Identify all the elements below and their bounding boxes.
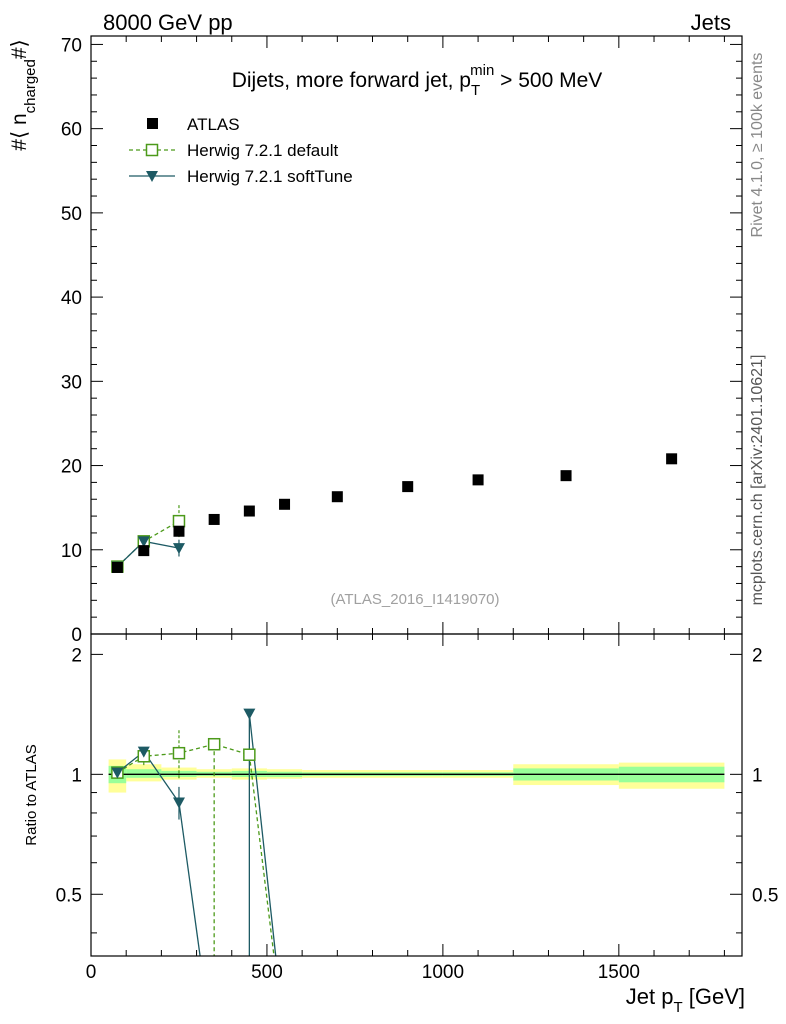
ratio-y-tick-label-right: 0.5 [752, 885, 778, 906]
legend-entry-herwig-default: Herwig 7.2.1 default [129, 141, 338, 160]
header-jets-label: Jets [691, 10, 731, 35]
legend-marker-herwig-default [145, 143, 159, 157]
data-point-atlas [331, 491, 343, 503]
x-tick-label: 1500 [598, 962, 640, 983]
ratio-point-herwig-default [172, 746, 186, 760]
ratio-plot-frame [90, 633, 743, 957]
y-tick-label: 70 [61, 35, 82, 56]
legend-label-herwig-softtune: Herwig 7.2.1 softTune [187, 167, 353, 186]
data-point-atlas [666, 453, 678, 465]
ratio-point-herwig-default [207, 737, 221, 751]
mcplots-side-label: mcplots.cern.ch [arXiv:2401.10621] [749, 355, 766, 606]
rivet-side-label: Rivet 4.1.0, ≥ 100k events [749, 53, 766, 238]
y-tick-label: 30 [61, 372, 82, 393]
legend-marker-herwig-softtune [146, 171, 158, 182]
chart-title: Dijets, more forward jet, pTmin > 500 Me… [232, 62, 603, 99]
y-tick-label: 20 [61, 457, 82, 478]
main-y-axis-label: #⟨ ncharged#⟩ [8, 39, 39, 150]
data-point-atlas [138, 545, 150, 557]
ratio-y-tick-label: 2 [71, 645, 82, 666]
data-point-atlas [560, 470, 572, 482]
ratio-plot-content [108, 708, 725, 957]
ratio-y-tick-label: 0.5 [56, 885, 82, 906]
ratio-band-green [126, 769, 162, 778]
main-plot-axes: 0 10 20 30 40 50 60 70 [61, 35, 742, 646]
legend: ATLAS Herwig 7.2.1 default Herwig 7.2.1 … [129, 115, 353, 186]
x-axis-label: Jet pT [GeV] [626, 984, 745, 1016]
data-point-atlas [173, 525, 185, 537]
ratio-y-tick-label: 1 [71, 765, 82, 786]
analysis-watermark: (ATLAS_2016_I1419070) [330, 591, 499, 608]
legend-label-atlas: ATLAS [187, 115, 240, 134]
data-point-herwig-default [172, 514, 186, 528]
data-point-atlas [243, 505, 255, 517]
y-tick-label: 60 [61, 120, 82, 141]
ratio-drop-herwig-default [248, 754, 275, 957]
ratio-point-herwig-softtune [172, 797, 185, 809]
data-point-atlas [279, 498, 291, 510]
y-tick-label: 10 [61, 541, 82, 562]
ratio-point-herwig-softtune [111, 767, 124, 779]
ratio-y-axis-label: Ratio to ATLAS [23, 744, 40, 845]
ratio-plot-axes: 0 500 1000 1500 0.5 0.5 1 1 2 2 [56, 634, 778, 983]
x-tick-label: 500 [251, 962, 283, 983]
legend-entry-atlas: ATLAS [147, 115, 240, 134]
data-point-atlas [402, 481, 414, 493]
data-point-atlas [472, 474, 484, 486]
y-tick-label: 0 [71, 625, 82, 646]
data-point-herwig-softtune [172, 543, 185, 555]
legend-marker-atlas [147, 118, 158, 129]
x-tick-label: 1000 [422, 962, 464, 983]
header-collision-label: 8000 GeV pp [103, 10, 233, 35]
y-tick-label: 40 [61, 288, 82, 309]
ratio-point-herwig-softtune [243, 708, 256, 720]
ratio-point-herwig-softtune [137, 746, 150, 758]
main-plot-panel: 0 10 20 30 40 50 60 70 Dijets, more forward jet… [8, 35, 743, 646]
legend-entry-herwig-softtune: Herwig 7.2.1 softTune [129, 167, 353, 186]
main-plot-content [111, 453, 678, 573]
ratio-point-herwig-default [243, 748, 256, 761]
ratio-drop-herwig-softtune [178, 802, 201, 957]
ratio-y-tick-label-right: 1 [752, 765, 763, 786]
x-tick-label: 0 [86, 962, 97, 983]
y-tick-label: 50 [61, 204, 82, 225]
data-point-atlas [208, 513, 220, 525]
data-point-atlas [111, 561, 123, 573]
data-point-herwig-softtune [137, 536, 150, 548]
ratio-y-tick-label-right: 2 [752, 645, 763, 666]
ratio-plot-panel: 0 500 1000 1500 0.5 0.5 1 1 2 2 Ratio to ATLAS Je… [23, 633, 778, 1016]
legend-label-herwig-default: Herwig 7.2.1 default [187, 141, 338, 160]
